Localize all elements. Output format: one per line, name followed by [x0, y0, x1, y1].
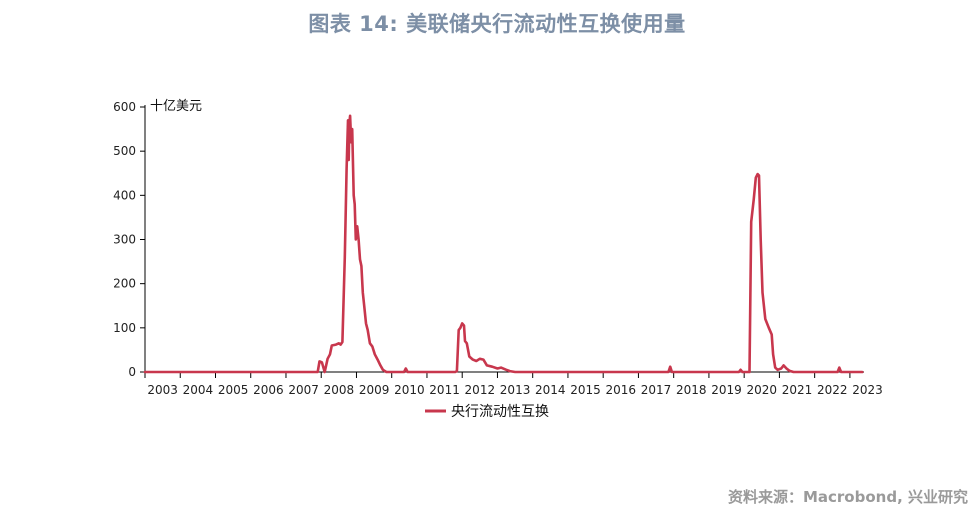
x-tick-label: 2015: [570, 383, 601, 397]
x-tick-label: 2016: [606, 383, 637, 397]
y-unit-label: 十亿美元: [150, 99, 202, 114]
x-tick-label: 2018: [676, 383, 707, 397]
x-tick-label: 2003: [147, 383, 178, 397]
x-tick-label: 2014: [535, 383, 566, 397]
x-tick-label: 2008: [324, 383, 355, 397]
x-tick-label: 2023: [852, 383, 883, 397]
series-line: [143, 114, 864, 374]
y-tick-label: 0: [128, 365, 136, 379]
x-tick-label: 2004: [183, 383, 214, 397]
y-tick-label: 600: [113, 100, 136, 114]
chart-title: 图表 14: 美联储央行流动性互换使用量: [308, 12, 686, 36]
x-tick-label: 2005: [218, 383, 249, 397]
y-axis: 0 100 200 300 400 500 600: [113, 100, 146, 379]
x-tick-label: 2020: [747, 383, 778, 397]
x-tick-label: 2021: [782, 383, 813, 397]
x-tick-label: 2012: [465, 383, 496, 397]
x-tick-label: 2022: [817, 383, 848, 397]
x-tick-label: 2006: [253, 383, 284, 397]
x-tick-label: 2013: [500, 383, 531, 397]
legend-label: 央行流动性互换: [451, 403, 549, 420]
y-tick-label: 300: [113, 233, 136, 247]
x-tick-label: 2009: [359, 383, 390, 397]
x-tick-label: 2011: [429, 383, 460, 397]
x-axis: 2003 2004 2005 2006 2007 2008 2009 2010 2011 2012…: [144, 371, 883, 397]
legend: 央行流动性互换: [425, 403, 549, 420]
x-tick-label: 2010: [394, 383, 425, 397]
x-tick-label: 2019: [711, 383, 742, 397]
source-note: 资料来源：Macrobond, 兴业研究: [727, 488, 968, 506]
y-tick-label: 400: [113, 188, 136, 202]
y-tick-label: 200: [113, 277, 136, 291]
y-tick-label: 100: [113, 321, 136, 335]
y-tick-label: 500: [113, 144, 136, 158]
x-tick-label: 2007: [288, 383, 319, 397]
x-tick-label: 2017: [641, 383, 672, 397]
plot-area: [143, 114, 864, 374]
